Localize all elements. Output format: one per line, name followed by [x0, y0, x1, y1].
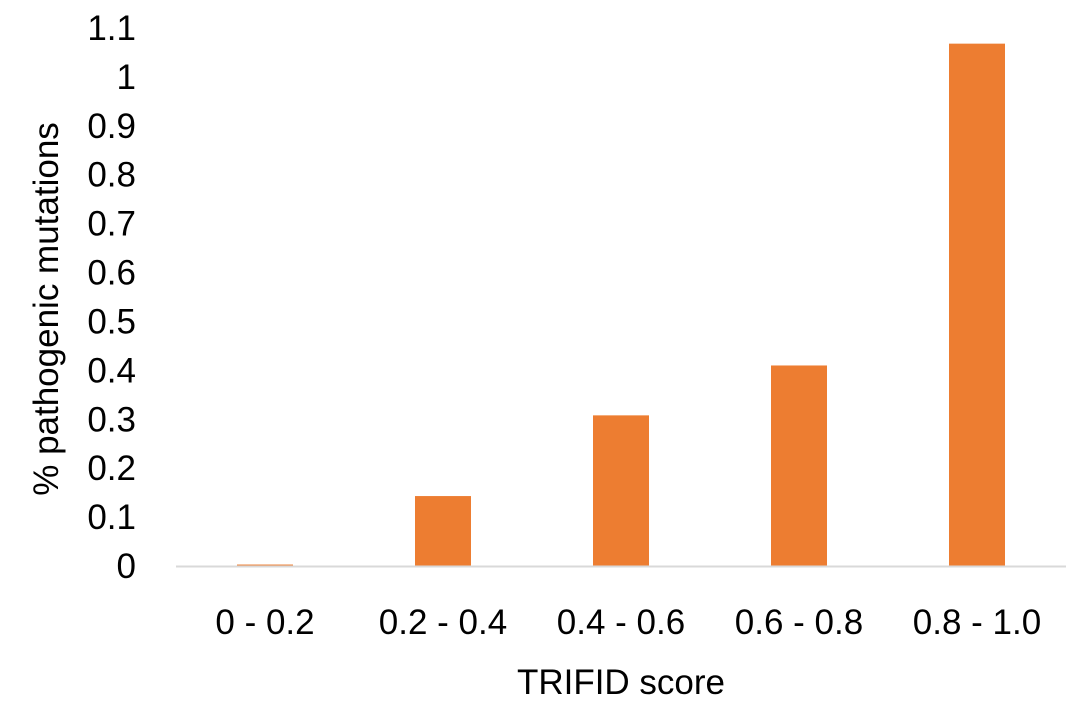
y-tick-label: 0.1	[87, 498, 136, 537]
y-tick-label: 0.6	[87, 254, 136, 293]
x-tick-label: 0.8 - 1.0	[913, 603, 1041, 642]
y-tick-label: 0.8	[87, 156, 136, 195]
x-tick-label: 0 - 0.2	[215, 603, 314, 642]
x-tick-label: 0.4 - 0.6	[557, 603, 685, 642]
x-axis-labels: 0 - 0.2 0.2 - 0.4 0.4 - 0.6 0.6 - 0.8 0.8 - …	[215, 603, 1041, 642]
bar	[949, 43, 1005, 567]
bar	[237, 564, 293, 566]
bar	[593, 415, 649, 566]
bar	[771, 365, 827, 566]
y-axis-title: % pathogenic mutations	[27, 122, 66, 496]
y-axis-ticks: 0 0.1 0.2 0.3 0.4 0.5 0.6 0.7 0.8 0.9 1 1.1	[87, 9, 136, 586]
x-axis-title: TRIFID score	[517, 663, 725, 702]
bars	[237, 43, 1005, 567]
y-tick-label: 0.9	[87, 107, 136, 146]
y-tick-label: 0.3	[87, 400, 136, 439]
x-tick-label: 0.6 - 0.8	[735, 603, 863, 642]
y-tick-label: 0.5	[87, 302, 136, 341]
y-tick-label: 0.7	[87, 205, 136, 244]
y-tick-label: 1.1	[87, 9, 136, 48]
bar	[415, 496, 471, 566]
x-tick-label: 0.2 - 0.4	[379, 603, 507, 642]
y-tick-label: 0	[117, 547, 136, 586]
y-tick-label: 1	[117, 58, 136, 97]
y-tick-label: 0.2	[87, 449, 136, 488]
y-tick-label: 0.4	[87, 351, 136, 390]
